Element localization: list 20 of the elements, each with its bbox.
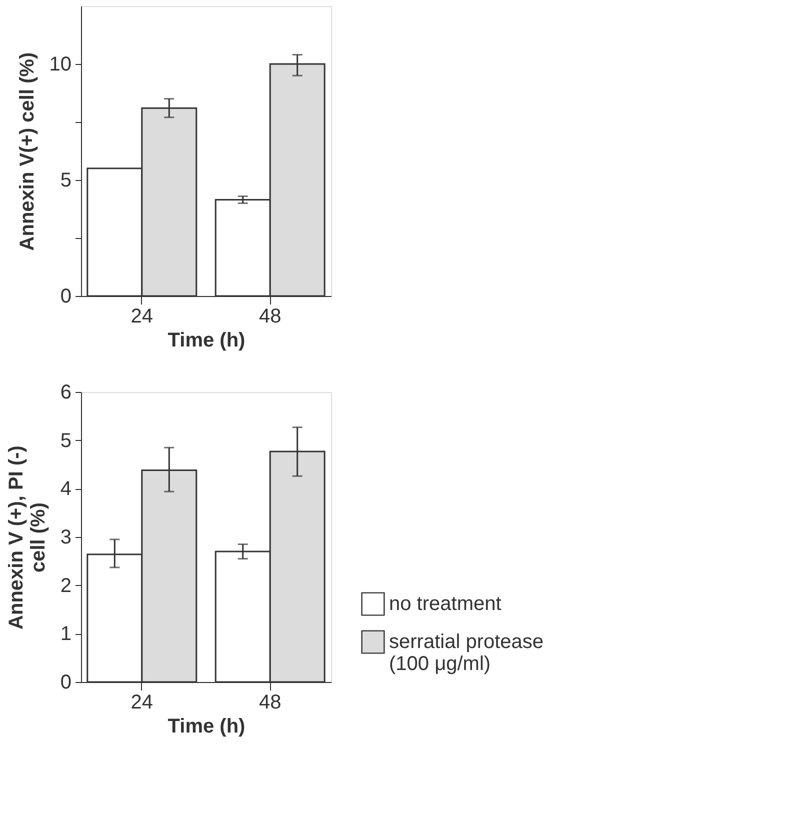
y-axis-title: Annexin V (+), PI (-) cell (%) — [5, 446, 50, 630]
x-tick-label: 24 — [130, 306, 154, 328]
x-tick-label: 24 — [130, 692, 154, 714]
y-tick-label: 4 — [60, 478, 72, 500]
x-axis-title: Time (h) — [168, 330, 246, 352]
y-tick-label: 1 — [60, 623, 72, 646]
y-tick-label: 2 — [60, 574, 72, 597]
y-tick-label: 6 — [60, 382, 72, 404]
y-axis-title: Annexin V(+) cell (%) — [16, 52, 38, 251]
y-tick-label: 10 — [49, 54, 72, 76]
x-tick-label: 48 — [258, 306, 282, 328]
legend-label: no treatment — [389, 593, 502, 615]
y-tick-label: 0 — [60, 672, 72, 694]
x-tick-label: 48 — [258, 692, 282, 714]
y-tick-label: 0 — [60, 286, 72, 308]
y-tick-label: 5 — [60, 170, 72, 192]
x-axis-title: Time (h) — [168, 716, 246, 738]
legend-label: serratial protease (100 μg/ml) — [389, 631, 544, 675]
y-tick-label: 5 — [60, 430, 72, 452]
y-tick-label: 3 — [60, 526, 72, 548]
